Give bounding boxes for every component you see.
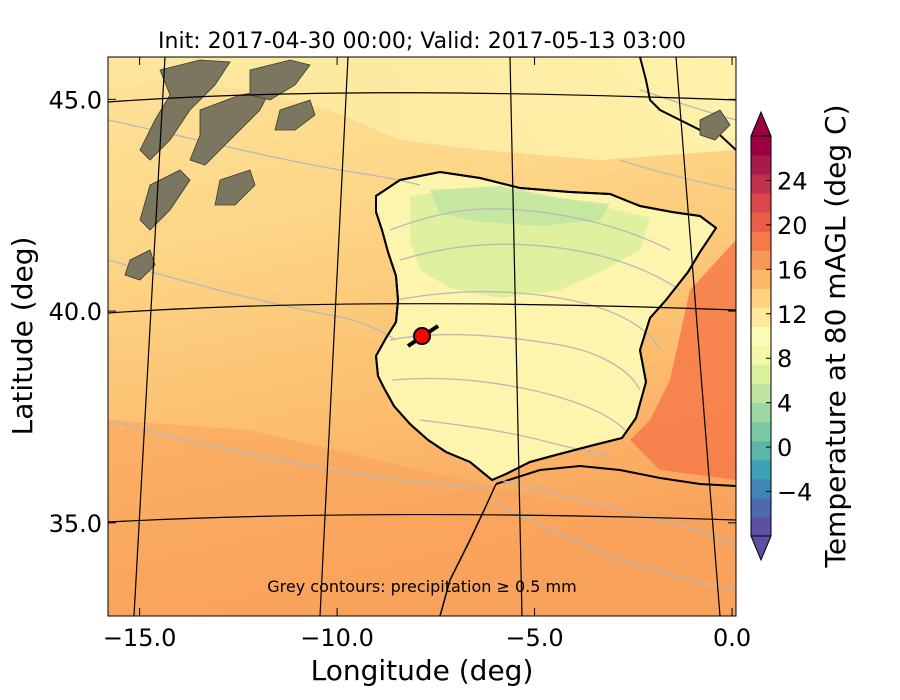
colorbar-extend-max [750,110,772,137]
colorbar-segment [751,383,771,404]
colorbar-frame [750,135,772,537]
colorbar-segment [751,136,771,156]
x-axis-label: Longitude (deg) [311,654,534,687]
x-tick-label: −5.0 [505,624,563,652]
colorbar-extend-min [750,535,772,562]
graticule [108,57,736,616]
precipitation-contours [108,89,736,591]
coastline [374,170,718,482]
southern-warm-field [108,420,736,616]
colorbar-segment [751,193,771,213]
y-axis: 35.0 40.0 45.0 [49,86,736,538]
african-coast [495,464,736,487]
colorbar-segment [751,345,771,366]
y-tick-label: 40.0 [49,298,102,326]
colorbar-segment [751,402,771,423]
colorbar-tick-label: −4 [777,479,812,507]
colorbar-segment [751,174,771,194]
y-axis-label: Latitude (deg) [6,237,39,436]
precipitation-annotation: Grey contours: precipitation ≥ 0.5 mm [267,577,576,596]
y-tick-label: 35.0 [49,510,102,538]
location-marker-dot [413,327,431,345]
location-marker [406,324,440,348]
colorbar-label: Temperature at 80 mAGL (deg C) [819,104,852,568]
colorbar-segment [751,516,771,537]
orographic-cloud-features [124,59,731,281]
colorbar-segment [751,364,771,385]
colorbar-segment [751,288,771,308]
colorbar: −4 0 4 8 12 16 20 24 [750,110,812,562]
colorbar-segment [751,459,771,480]
colorbar-tick-label: 4 [777,390,792,418]
colorbar-segment [751,231,771,251]
colorbar-segment [751,421,771,442]
colorbar-tick-label: 24 [777,167,808,195]
colorbar-tick-label: 0 [777,434,792,462]
x-tick-label: 0.0 [713,624,751,652]
colorbar-tick-label: 20 [777,212,808,240]
colorbar-tick-label: 12 [777,301,808,329]
colorbar-segment [751,497,771,518]
colorbar-tick-label: 8 [777,345,792,373]
colorbar-segment [751,307,771,327]
x-tick-label: −15.0 [103,624,177,652]
chart-title: Init: 2017-04-30 00:00; Valid: 2017-05-1… [158,29,686,54]
colorbar-segment [751,269,771,289]
map-plot-area: Grey contours: precipitation ≥ 0.5 mm [108,57,736,616]
plot-frame [107,56,737,617]
colorbar-segment [751,440,771,461]
colorbar-segment [751,326,771,347]
colorbar-tick-label: 16 [777,256,808,284]
y-tick-label: 45.0 [49,86,102,114]
colorbar-segment [751,250,771,270]
african-coast-west [439,483,497,616]
mediterranean-warm-field [630,240,736,480]
x-axis: −15.0 −10.0 −5.0 0.0 [103,57,751,652]
colorbar-segment [751,478,771,499]
colorbar-segment [751,155,771,175]
x-tick-label: −10.0 [300,624,374,652]
colorbar-segment [751,212,771,232]
